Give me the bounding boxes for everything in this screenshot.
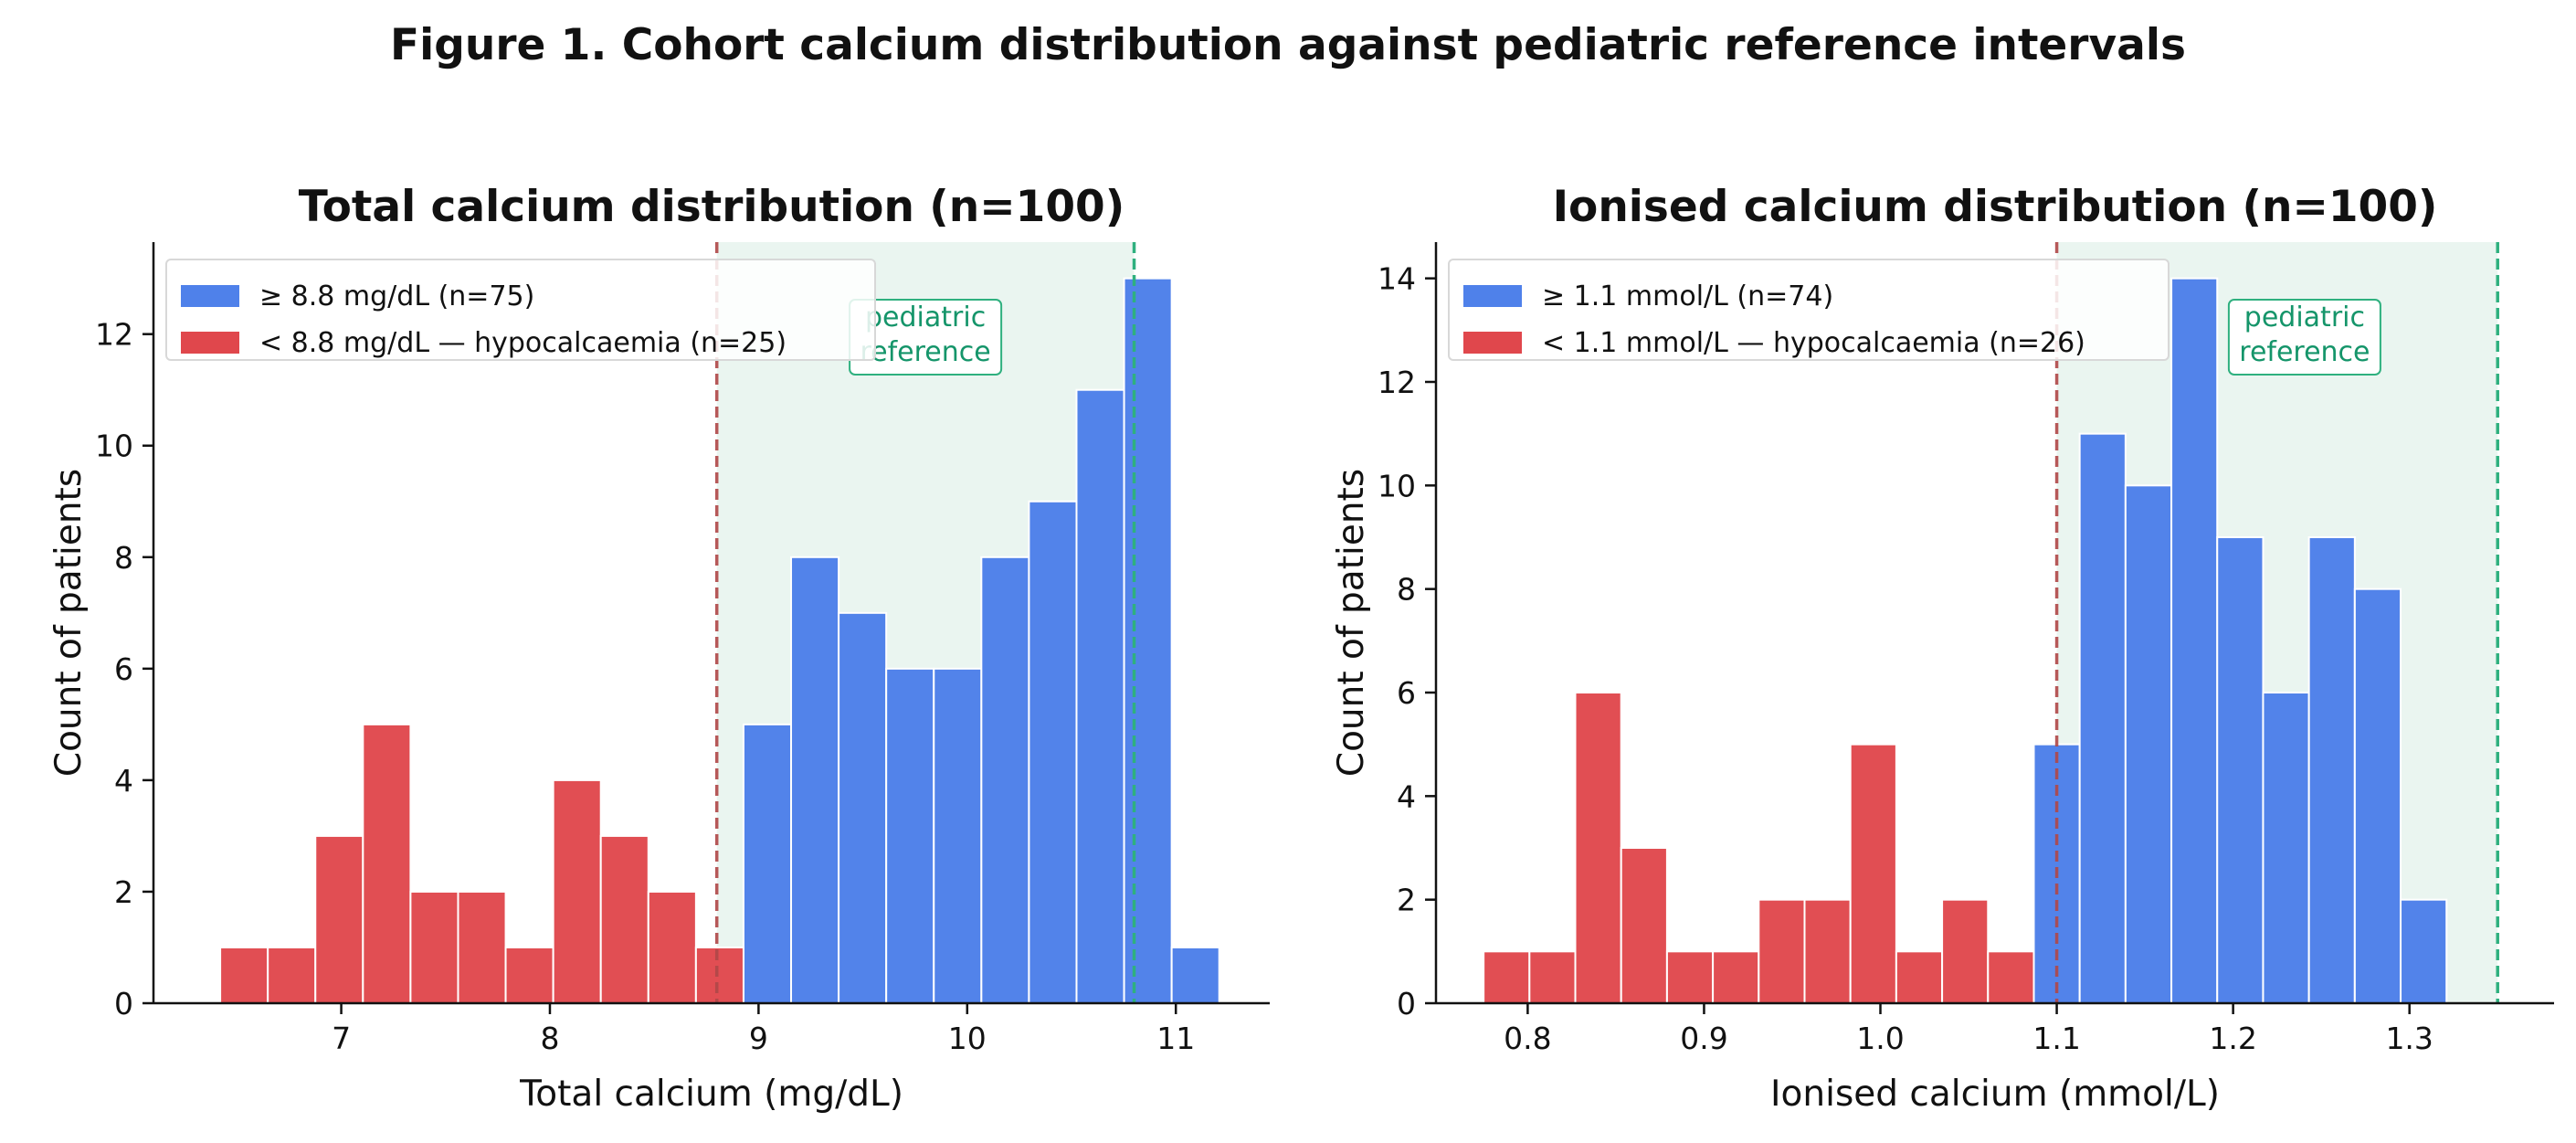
legend-swatch-normal bbox=[1463, 285, 1522, 307]
x-tick-label: 1.2 bbox=[2209, 1021, 2256, 1056]
reference-label-line-0: pediatric bbox=[865, 302, 986, 333]
bar-normal-13 bbox=[2078, 432, 2127, 1004]
bar-low-5 bbox=[1712, 950, 1760, 1005]
bar-normal-14 bbox=[885, 667, 935, 1004]
legend-label-low: < 8.8 mg/dL — hypocalcaemia (n=25) bbox=[259, 327, 787, 359]
bar-normal-18 bbox=[1075, 388, 1125, 1004]
reference-label-text: pediatric reference bbox=[860, 302, 990, 368]
bar-low-8 bbox=[1849, 743, 1897, 1005]
bar-low-2 bbox=[1574, 692, 1622, 1004]
y-tick-label: 2 bbox=[114, 874, 133, 910]
bar-low-6 bbox=[1758, 898, 1806, 1005]
y-tick-label: 4 bbox=[1397, 778, 1416, 814]
reference-label: pediatric reference bbox=[2227, 299, 2381, 376]
bar-low-3 bbox=[1620, 847, 1668, 1004]
bar-low-1 bbox=[1528, 950, 1577, 1005]
y-tick-label: 6 bbox=[1397, 675, 1416, 711]
legend-swatch-normal bbox=[181, 285, 239, 307]
legend-label-low: < 1.1 mmol/L — hypocalcaemia (n=26) bbox=[1542, 327, 2085, 359]
y-axis-label: Count of patients bbox=[48, 469, 90, 777]
bar-low-7 bbox=[552, 778, 602, 1005]
bar-normal-20 bbox=[2400, 898, 2448, 1005]
x-axis-label: Total calcium (mg/dL) bbox=[519, 1074, 903, 1115]
x-tick-label: 0.8 bbox=[1504, 1021, 1551, 1056]
bar-low-6 bbox=[504, 946, 554, 1005]
x-tick-label: 1.0 bbox=[1856, 1021, 1904, 1056]
reference-label-text: pediatric reference bbox=[2239, 302, 2370, 368]
bar-normal-17 bbox=[2262, 692, 2310, 1004]
y-tick-label: 12 bbox=[1378, 365, 1416, 400]
figure-title: Figure 1. Cohort calcium distribution ag… bbox=[390, 20, 2186, 70]
legend: ≥ 8.8 mg/dL (n=75) < 8.8 mg/dL — hypocalc… bbox=[165, 259, 876, 361]
y-tick-label: 6 bbox=[114, 651, 133, 687]
legend-swatch-low bbox=[181, 332, 239, 354]
y-tick-label: 10 bbox=[1378, 468, 1416, 503]
bar-low-3 bbox=[362, 723, 412, 1004]
x-tick-label: 0.9 bbox=[1680, 1021, 1727, 1056]
bar-low-2 bbox=[314, 834, 364, 1005]
bar-normal-18 bbox=[2307, 536, 2356, 1004]
legend-box bbox=[1448, 259, 2170, 361]
bar-normal-20 bbox=[1170, 946, 1220, 1005]
legend-swatch-low bbox=[1463, 332, 1522, 354]
y-tick-label: 2 bbox=[1397, 883, 1416, 918]
bar-normal-17 bbox=[1028, 500, 1078, 1004]
y-tick-label: 4 bbox=[114, 763, 133, 799]
y-tick-label: 12 bbox=[95, 317, 133, 353]
y-tick-label: 14 bbox=[1378, 261, 1416, 297]
y-tick-label: 0 bbox=[1397, 986, 1416, 1021]
reference-label-box bbox=[2227, 299, 2381, 376]
bar-normal-15 bbox=[2170, 277, 2219, 1004]
bar-normal-16 bbox=[980, 556, 1030, 1004]
bar-low-0 bbox=[1483, 950, 1531, 1005]
bar-normal-19 bbox=[2353, 587, 2402, 1005]
x-tick-label: 10 bbox=[948, 1021, 987, 1056]
reference-label-line-1: reference bbox=[2239, 336, 2370, 368]
x-axis-label: Ionised calcium (mmol/L) bbox=[1770, 1074, 2220, 1115]
y-tick-label: 8 bbox=[1397, 572, 1416, 608]
legend-label-normal: ≥ 8.8 mg/dL (n=75) bbox=[259, 280, 534, 312]
x-tick-label: 11 bbox=[1156, 1021, 1195, 1056]
y-tick-label: 0 bbox=[114, 986, 133, 1021]
reference-label: pediatric reference bbox=[849, 299, 1003, 376]
bar-normal-14 bbox=[2124, 484, 2173, 1004]
bar-low-10 bbox=[694, 946, 744, 1005]
legend: ≥ 1.1 mmol/L (n=74) < 1.1 mmol/L — hypoca… bbox=[1448, 259, 2170, 361]
x-tick-label: 9 bbox=[749, 1021, 768, 1056]
bar-low-7 bbox=[1803, 898, 1852, 1005]
x-tick-label: 7 bbox=[332, 1021, 351, 1056]
legend-label-normal: ≥ 1.1 mmol/L (n=74) bbox=[1542, 280, 1833, 312]
bar-normal-16 bbox=[2216, 536, 2265, 1004]
bar-normal-15 bbox=[933, 667, 983, 1004]
x-tick-label: 8 bbox=[540, 1021, 559, 1056]
y-tick-label: 8 bbox=[114, 540, 133, 576]
panel-title: Ionised calcium distribution (n=100) bbox=[1553, 182, 2438, 232]
bar-low-4 bbox=[1665, 950, 1715, 1005]
panel-title: Total calcium distribution (n=100) bbox=[299, 182, 1124, 232]
bar-low-9 bbox=[1895, 950, 1944, 1005]
bar-low-1 bbox=[267, 946, 317, 1005]
x-tick-label: 1.3 bbox=[2385, 1021, 2433, 1056]
y-axis-label: Count of patients bbox=[1331, 469, 1372, 777]
bar-low-11 bbox=[1987, 950, 2035, 1005]
reference-label-line-1: reference bbox=[860, 336, 990, 368]
x-tick-label: 1.1 bbox=[2032, 1021, 2080, 1056]
legend-box bbox=[165, 259, 876, 361]
y-tick-label: 10 bbox=[95, 429, 133, 464]
bar-low-10 bbox=[1941, 898, 1990, 1005]
reference-label-line-0: pediatric bbox=[2244, 302, 2365, 333]
